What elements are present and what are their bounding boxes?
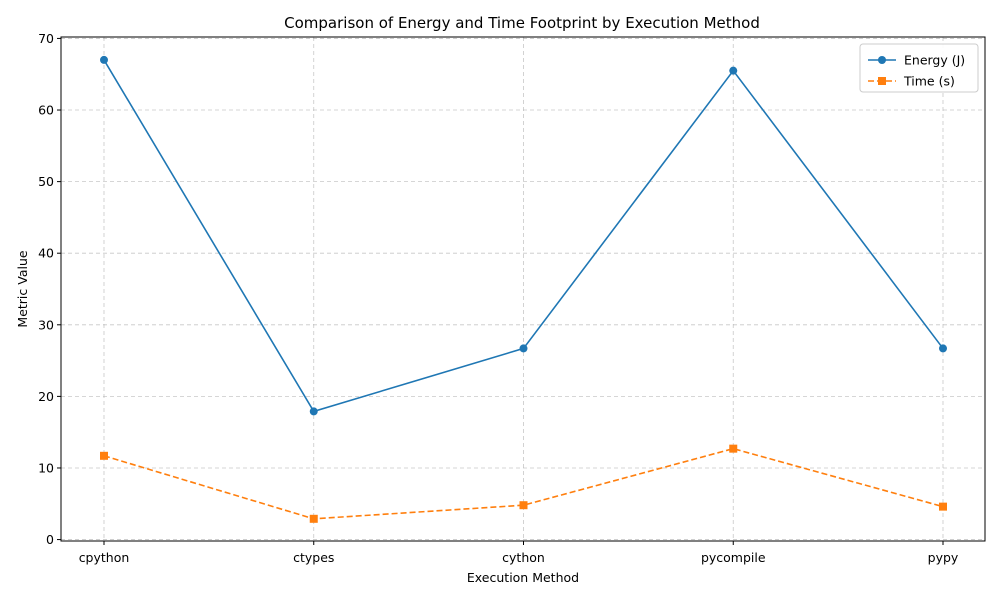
data-point	[939, 502, 947, 511]
legend-box	[859, 43, 979, 93]
x-tick-label: ctypes	[293, 550, 334, 565]
data-point	[100, 55, 108, 64]
y-tick-label: 20	[38, 389, 54, 404]
y-tick-label: 10	[38, 460, 54, 475]
y-tick-label: 30	[38, 317, 54, 332]
x-axis: cpython ctypes cython pycompile pypy	[79, 541, 959, 565]
data-point	[519, 501, 528, 510]
data-point	[309, 407, 318, 416]
y-tick-label: 0	[46, 532, 54, 547]
series-line-time	[103, 447, 944, 520]
legend-marker	[878, 77, 886, 85]
y-tick-label: 70	[38, 31, 54, 46]
data-point	[519, 344, 528, 353]
x-tick-label: cpython	[79, 550, 130, 565]
legend: Energy (J) Time (s)	[859, 43, 979, 93]
chart-title: Comparison of Energy and Time Footprint …	[284, 14, 760, 32]
data-point	[729, 66, 738, 75]
data-point	[309, 514, 318, 523]
data-point	[729, 444, 738, 453]
x-tick-label: pycompile	[701, 550, 766, 565]
series-layer	[100, 55, 947, 523]
plot-frame	[60, 36, 986, 542]
legend-label: Energy (J)	[904, 53, 965, 68]
data-point	[100, 451, 108, 460]
x-tick-label: pypy	[928, 550, 959, 565]
y-tick-label: 60	[38, 103, 54, 118]
data-point	[939, 344, 947, 353]
y-axis: 0 10 20 30 40 50 60 70	[38, 31, 61, 547]
legend-marker	[878, 56, 886, 64]
y-tick-label: 50	[38, 174, 54, 189]
y-tick-label: 40	[38, 246, 54, 261]
legend-label: Time (s)	[903, 74, 955, 89]
x-tick-label: cython	[502, 550, 545, 565]
grid	[61, 37, 985, 541]
y-axis-label: Metric Value	[15, 250, 30, 327]
x-axis-label: Execution Method	[467, 570, 579, 585]
